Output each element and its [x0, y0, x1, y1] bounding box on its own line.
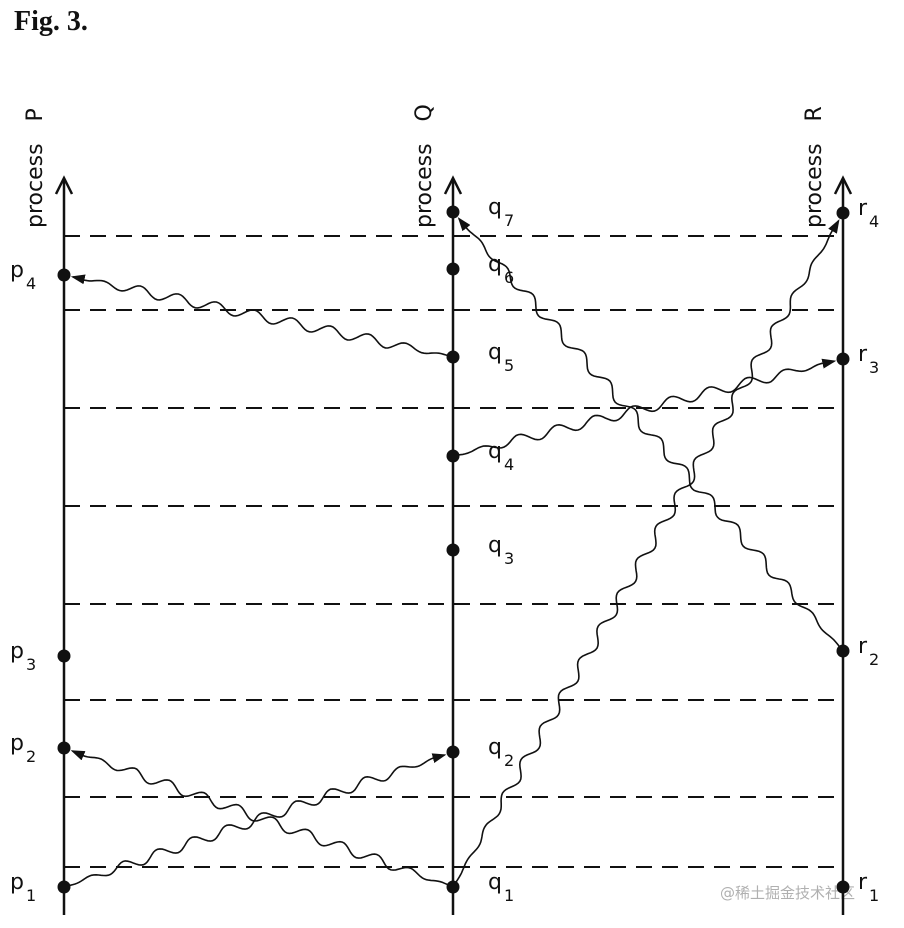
watermark: @稀土掘金技术社区	[720, 884, 856, 902]
event-dot-p3	[57, 649, 71, 663]
event-label-q6: q6	[488, 252, 514, 287]
event-label-q3: q3	[488, 533, 514, 568]
message-q1-to-p2	[70, 750, 454, 888]
event-label-r1: r1	[858, 870, 879, 905]
event-dot-q2	[446, 745, 460, 759]
event-dot-p1	[57, 880, 71, 894]
event-label-p4: p4	[10, 258, 36, 293]
message-q1-to-r4	[452, 219, 840, 888]
message-q4-to-r3	[452, 358, 837, 457]
event-dot-q3	[446, 543, 460, 557]
axis-q-arrow	[443, 175, 463, 195]
event-label-p1: p1	[10, 870, 36, 905]
figure-title: Fig. 3.	[14, 6, 88, 37]
process-label-q: processQ	[412, 104, 437, 228]
event-dot-q7	[446, 205, 460, 219]
event-label-q5: q5	[488, 340, 514, 375]
message-r2-to-q7	[457, 217, 844, 652]
event-label-r2: r2	[858, 634, 879, 669]
event-dot-r1	[836, 880, 850, 894]
event-label-p3: p3	[10, 639, 36, 674]
event-label-r4: r4	[858, 196, 879, 231]
messages	[63, 217, 844, 888]
event-dot-q6	[446, 262, 460, 276]
axis-p-arrow	[54, 175, 74, 195]
events: p1 p2 p3 p4 q1 q2 q3 q4 q5 q6 q7 r1 r2 r3 r4	[10, 195, 879, 905]
event-label-q4: q4	[488, 439, 514, 474]
event-label-q7: q7	[488, 195, 514, 230]
event-dot-p2	[57, 741, 71, 755]
event-dot-q5	[446, 350, 460, 364]
event-dot-p4	[57, 268, 71, 282]
process-label-p: processP	[23, 108, 48, 228]
message-q5-to-p4	[70, 274, 454, 358]
event-dot-r2	[836, 644, 850, 658]
event-dot-q4	[446, 449, 460, 463]
event-dot-q1	[446, 880, 460, 894]
event-label-q2: q2	[488, 735, 514, 770]
process-label-r: processR	[802, 106, 827, 228]
event-label-p2: p2	[10, 731, 36, 766]
event-label-q1: q1	[488, 870, 514, 905]
event-dot-r4	[836, 206, 850, 220]
event-label-r3: r3	[858, 342, 879, 377]
process-labels: processP processQ processR	[23, 104, 827, 228]
event-dot-r3	[836, 352, 850, 366]
axis-r-arrow	[833, 175, 853, 195]
